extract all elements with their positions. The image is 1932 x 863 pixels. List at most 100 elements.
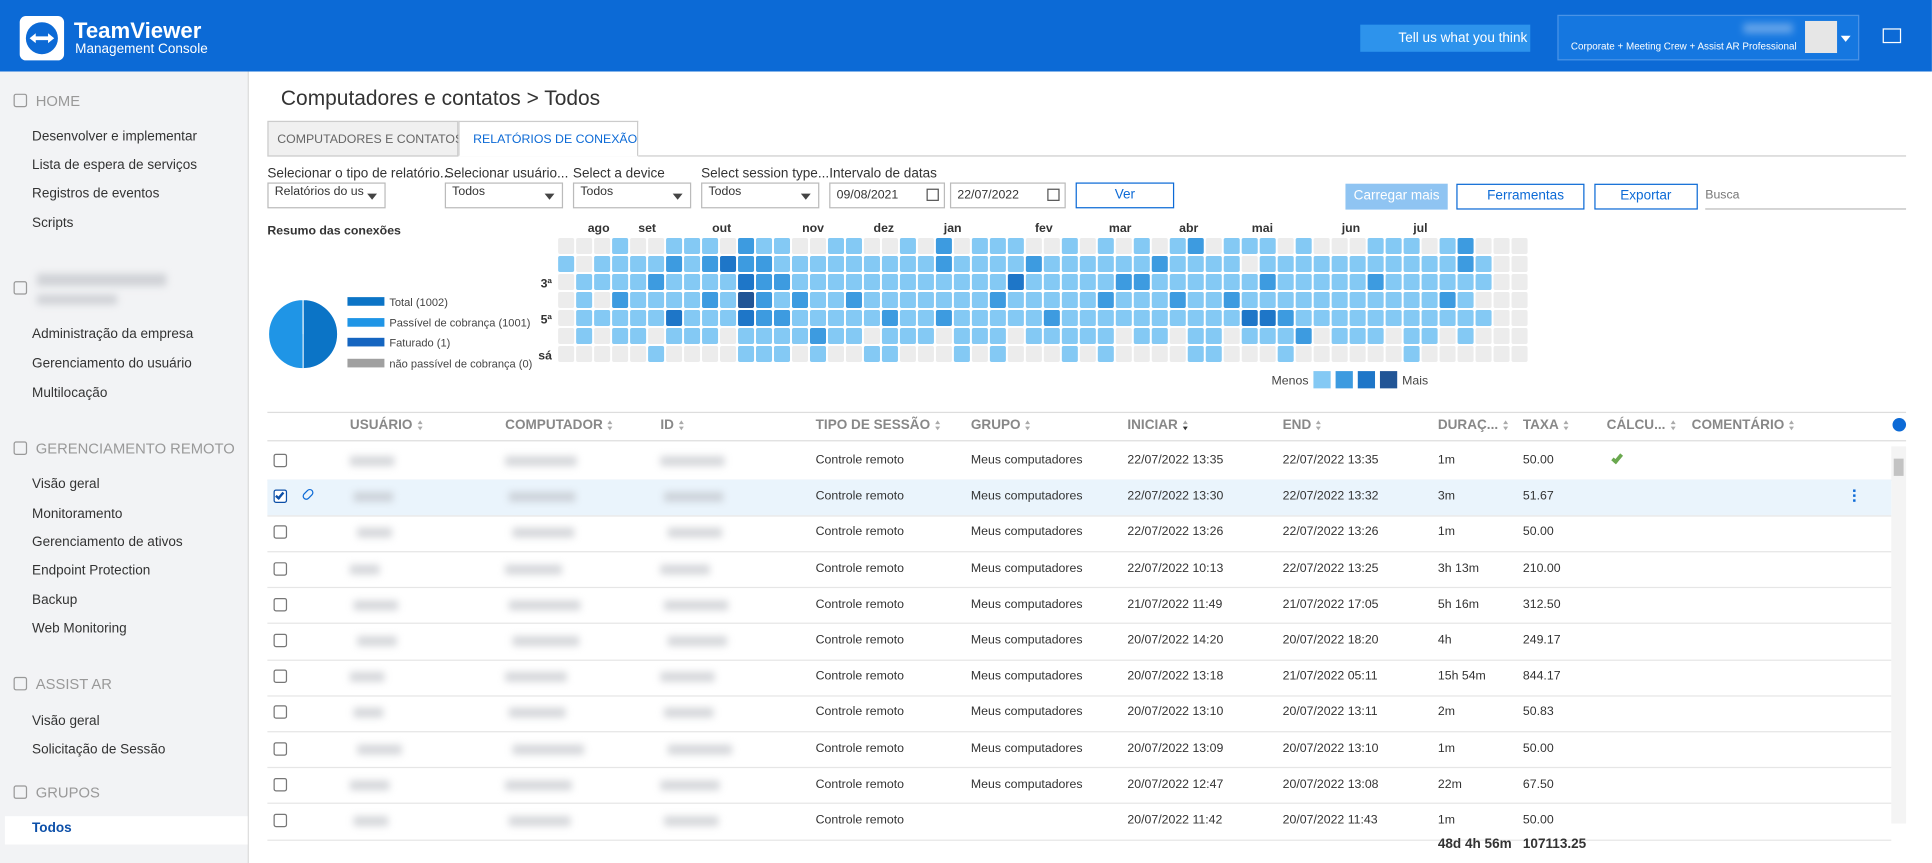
export-button[interactable]: Exportar <box>1594 183 1698 210</box>
heatmap-cell <box>791 291 809 308</box>
sidebar-item[interactable]: Gerenciamento de ativos <box>32 535 183 550</box>
row-line <box>267 659 1892 661</box>
cell: 22/07/2022 10:13 <box>1127 561 1224 576</box>
column-header[interactable]: GRUPO <box>970 417 1021 433</box>
column-header[interactable]: INICIAR <box>1127 417 1178 433</box>
filter-select[interactable]: Relatórios do us <box>267 182 386 209</box>
checkbox[interactable] <box>273 813 288 828</box>
sidebar-item[interactable]: Registros de eventos <box>32 186 160 201</box>
cell: Meus computadores <box>970 489 1083 504</box>
heatmap-cell <box>1097 273 1114 290</box>
blurred-cell <box>508 492 576 503</box>
cell: 20/07/2022 13:09 <box>1127 741 1224 756</box>
chat-icon[interactable] <box>1882 28 1902 44</box>
heatmap-cell <box>1367 345 1384 362</box>
heatmap-cell <box>1349 309 1366 326</box>
checkbox[interactable] <box>273 489 288 504</box>
sidebar-item[interactable]: Lista de espera de serviços <box>32 157 198 173</box>
checkbox[interactable] <box>273 453 288 468</box>
column-header[interactable]: CÁLCU... <box>1606 417 1666 433</box>
date-from[interactable]: 09/08/2021 <box>829 182 946 209</box>
sidebar-item[interactable]: Monitoramento <box>32 506 123 522</box>
blurred-cell <box>660 456 725 467</box>
heatmap-cell <box>791 237 809 254</box>
heatmap-cell <box>917 255 934 272</box>
checkbox[interactable] <box>273 525 288 540</box>
sidebar-item[interactable]: Scripts <box>32 215 74 231</box>
checkbox[interactable] <box>273 669 288 684</box>
column-header[interactable]: TAXA <box>1522 417 1559 433</box>
tab[interactable]: COMPUTADORES E CONTATOS <box>267 120 463 157</box>
search-box[interactable]: Busca <box>1705 185 1907 210</box>
blurred-cell <box>353 708 384 719</box>
account-box[interactable]: Corporate + Meeting Crew + Assist AR Pro… <box>1557 14 1860 61</box>
filter-select[interactable]: Todos <box>572 182 692 209</box>
sort-icon <box>935 426 941 431</box>
column-header[interactable]: ID <box>660 417 674 433</box>
heatmap-cell <box>1223 309 1240 326</box>
heatmap-cell <box>594 345 611 362</box>
sidebar-item[interactable]: Web Monitoring <box>32 621 127 637</box>
heatmap-cell <box>738 237 755 254</box>
heatmap-cell <box>1475 309 1492 326</box>
sidebar-item[interactable]: Gerenciamento do usuário <box>32 356 192 372</box>
feedback-button[interactable]: Tell us what you think <box>1360 24 1531 52</box>
heatmap-cell <box>612 273 629 290</box>
month-label: dez <box>874 221 895 235</box>
cell: 67.50 <box>1522 777 1554 792</box>
sidebar-item[interactable]: Visão geral <box>32 713 100 729</box>
cell: Meus computadores <box>970 525 1083 540</box>
filter-select[interactable]: Todos <box>701 182 820 209</box>
date-to[interactable]: 22/07/2022 <box>949 182 1066 209</box>
section-icon <box>13 676 28 691</box>
view-button[interactable]: Ver <box>1075 182 1175 209</box>
scrollbar[interactable] <box>1891 446 1907 824</box>
sidebar-item[interactable]: Todos <box>32 821 72 836</box>
load-more-button[interactable]: Carregar mais <box>1345 183 1448 210</box>
checkbox[interactable] <box>273 705 288 720</box>
blurred-cell <box>512 744 585 755</box>
row-menu[interactable] <box>1853 489 1856 493</box>
sidebar-item[interactable]: Multilocação <box>32 385 108 401</box>
column-header[interactable]: END <box>1282 417 1312 433</box>
checkbox[interactable] <box>273 561 288 576</box>
heatmap-cell <box>899 327 916 344</box>
heatmap-cell <box>1241 237 1258 254</box>
heatmap-cell <box>1457 327 1474 344</box>
filter-select[interactable]: Todos <box>444 182 564 209</box>
tab-active[interactable]: RELATÓRIOS DE CONEXÃO <box>458 120 639 157</box>
checkbox[interactable] <box>273 633 288 648</box>
sidebar-item[interactable]: Administração da empresa <box>32 326 194 342</box>
sidebar-item[interactable]: Backup <box>32 593 78 608</box>
column-header[interactable]: COMENTÁRIO <box>1691 417 1785 433</box>
checkbox[interactable] <box>273 597 288 612</box>
sidebar-item[interactable]: Desenvolver e implementar <box>32 129 198 145</box>
column-header[interactable]: DURAÇ... <box>1437 417 1499 433</box>
scroll-thumb[interactable] <box>1893 458 1904 476</box>
cell: Meus computadores <box>970 741 1083 756</box>
sidebar-item[interactable]: Solicitação de Sessão <box>32 742 166 758</box>
checkbox[interactable] <box>273 777 288 792</box>
sidebar-item[interactable]: Visão geral <box>32 477 100 492</box>
heatmap-cell <box>1475 237 1492 254</box>
sidebar-item[interactable]: Endpoint Protection <box>32 563 151 579</box>
cell: 22/07/2022 13:30 <box>1127 489 1224 504</box>
heatmap-cell <box>1367 291 1384 308</box>
column-header[interactable]: USUÁRIO <box>349 417 413 433</box>
tools-button[interactable]: Ferramentas <box>1456 183 1585 210</box>
total-fee: 107113.25 <box>1522 837 1587 852</box>
filter-value: Todos <box>708 184 742 199</box>
heatmap-cell <box>1457 309 1474 326</box>
sort-icon <box>1789 426 1794 431</box>
heatmap-cell <box>1061 273 1078 290</box>
heatmap-cell <box>845 273 862 290</box>
pie-slice <box>302 299 339 370</box>
column-header[interactable]: TIPO DE SESSÃO <box>815 417 931 433</box>
checkbox[interactable] <box>273 741 288 756</box>
heatmap-cell <box>1079 345 1096 362</box>
info-icon[interactable] <box>1892 417 1907 432</box>
heatmap-cell <box>1007 327 1024 344</box>
heatmap-cell <box>666 309 683 326</box>
column-header[interactable]: COMPUTADOR <box>505 417 603 433</box>
heatmap-cell <box>1295 327 1312 344</box>
